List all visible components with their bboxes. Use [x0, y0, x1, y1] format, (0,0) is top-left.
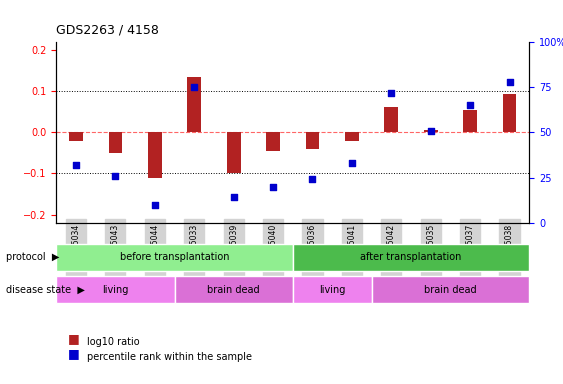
- Point: [72, 162, 81, 168]
- Bar: [227, 132, 240, 174]
- Bar: [109, 132, 122, 153]
- Text: log10 ratio: log10 ratio: [87, 337, 140, 347]
- Bar: [345, 132, 359, 141]
- Bar: [69, 132, 83, 141]
- Text: GDS2263 / 4158: GDS2263 / 4158: [56, 24, 159, 37]
- Point: [347, 160, 356, 166]
- Bar: [503, 94, 516, 132]
- Text: before transplantation: before transplantation: [120, 252, 229, 262]
- Text: living: living: [102, 285, 128, 295]
- Text: protocol  ▶: protocol ▶: [6, 252, 59, 262]
- Point: [505, 79, 514, 85]
- FancyBboxPatch shape: [293, 276, 372, 303]
- Point: [190, 84, 199, 91]
- FancyBboxPatch shape: [372, 276, 529, 303]
- Text: brain dead: brain dead: [424, 285, 477, 295]
- Point: [466, 103, 475, 109]
- Text: ■: ■: [68, 332, 79, 345]
- Point: [111, 173, 120, 179]
- Point: [229, 194, 238, 200]
- Bar: [148, 132, 162, 178]
- Point: [308, 176, 317, 182]
- Bar: [424, 131, 437, 132]
- FancyBboxPatch shape: [56, 276, 175, 303]
- Text: ■: ■: [68, 347, 79, 360]
- FancyBboxPatch shape: [293, 244, 529, 271]
- Bar: [306, 132, 319, 149]
- Text: after transplantation: after transplantation: [360, 252, 462, 262]
- Bar: [266, 132, 280, 151]
- Point: [426, 127, 435, 134]
- Bar: [187, 77, 201, 132]
- Text: brain dead: brain dead: [207, 285, 260, 295]
- Bar: [385, 107, 398, 132]
- FancyBboxPatch shape: [56, 244, 293, 271]
- Point: [269, 184, 278, 190]
- FancyBboxPatch shape: [175, 276, 293, 303]
- Point: [387, 90, 396, 96]
- Point: [150, 202, 159, 208]
- Text: disease state  ▶: disease state ▶: [6, 285, 84, 295]
- Bar: [463, 110, 477, 132]
- Text: living: living: [319, 285, 345, 295]
- Text: percentile rank within the sample: percentile rank within the sample: [87, 352, 252, 362]
